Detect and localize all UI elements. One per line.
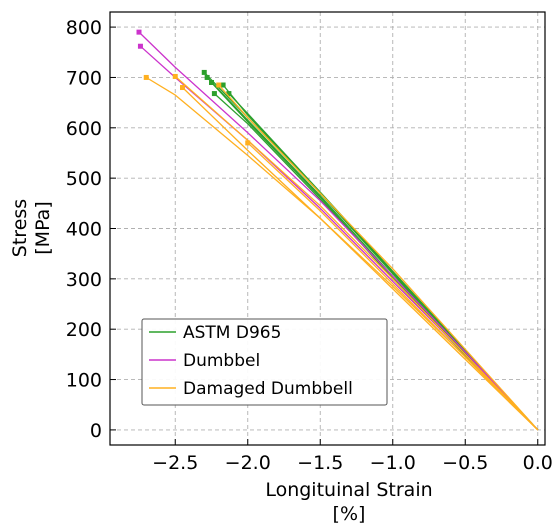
y-tick-label: 400	[66, 219, 102, 241]
y-tick-label: 100	[66, 370, 102, 392]
tick-labels: −2.5 −2.0 −1.5 −1.0 −0.5 0.0 0 100 200 300 400 500 6…	[66, 17, 553, 474]
legend-box	[141, 318, 388, 406]
series-layer	[136, 29, 539, 431]
failure-marker-dumbbel	[136, 29, 142, 35]
legend: ASTM D965 Dumbbel Damaged Dumbbell	[141, 318, 388, 406]
y-tick-label: 0	[90, 420, 102, 442]
x-tick-label: 0.0	[523, 452, 553, 474]
tick-marks	[110, 26, 539, 445]
legend-label-damaged-dumbbell: Damaged Dumbbell	[183, 379, 353, 399]
series-curve-damaged-dumbbell	[247, 142, 539, 431]
failure-marker-dumbbel	[137, 43, 143, 49]
failure-marker-astm-d965	[209, 79, 214, 85]
failure-marker-astm-d965	[226, 91, 232, 97]
y-tick-label: 500	[66, 168, 102, 190]
failure-marker-astm-d965	[220, 82, 226, 88]
x-tick-label: −2.5	[152, 452, 198, 474]
failure-marker-astm-d965	[201, 69, 207, 75]
x-axis-unit: [%]	[333, 503, 366, 525]
x-tick-label: −1.5	[297, 452, 343, 474]
series-curve-damaged-dumbbell	[218, 84, 539, 431]
y-tick-label: 700	[66, 67, 102, 89]
x-tick-label: −0.5	[442, 452, 488, 474]
failure-marker-damaged-dumbbell	[216, 82, 222, 88]
failure-marker-astm-d965	[211, 91, 217, 97]
failure-marker-damaged-dumbbell	[245, 140, 251, 146]
y-axis-unit: [MPa]	[32, 201, 54, 254]
legend-label-astm: ASTM D965	[183, 323, 281, 343]
failure-marker-damaged-dumbbell	[172, 73, 178, 79]
failure-marker-astm-d965	[204, 74, 210, 80]
failure-marker-damaged-dumbbell	[143, 74, 149, 80]
series-curve-dumbbel	[138, 31, 539, 431]
y-tick-label: 200	[66, 319, 102, 341]
x-tick-label: −1.0	[370, 452, 416, 474]
y-tick-label: 600	[66, 118, 102, 140]
series-curve-damaged-dumbbell	[174, 75, 539, 431]
x-tick-label: −2.0	[225, 452, 271, 474]
x-axis-label: Longituinal Strain	[265, 479, 432, 501]
y-tick-label: 800	[66, 17, 102, 39]
series-curve-damaged-dumbbell	[182, 87, 539, 431]
y-tick-label: 300	[66, 269, 102, 291]
legend-label-dumbbel: Dumbbel	[183, 351, 260, 371]
failure-marker-damaged-dumbbell	[180, 85, 185, 91]
y-axis-label: Stress	[9, 199, 31, 257]
